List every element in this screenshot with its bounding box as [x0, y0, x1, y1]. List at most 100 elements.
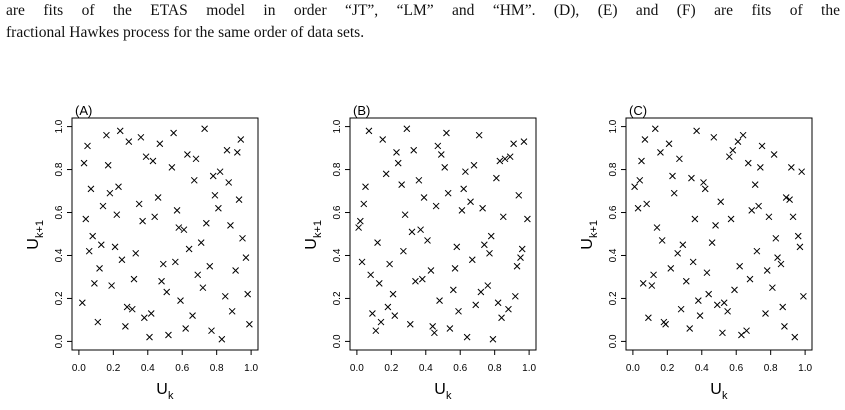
- point: [446, 325, 454, 332]
- y-axis-label: U: [25, 238, 42, 250]
- point: [199, 284, 207, 292]
- point: [658, 237, 666, 244]
- point: [154, 194, 162, 201]
- point: [412, 277, 419, 285]
- y-tick-label: 0.8: [54, 162, 65, 176]
- point: [769, 284, 776, 292]
- point: [679, 241, 687, 249]
- point: [700, 179, 707, 186]
- point: [455, 307, 462, 315]
- point: [170, 129, 177, 137]
- point: [190, 176, 198, 184]
- point: [356, 217, 364, 225]
- point: [463, 333, 471, 341]
- point: [444, 189, 452, 197]
- y-tick-label: 0.8: [332, 162, 343, 176]
- point: [691, 215, 699, 223]
- point: [206, 262, 214, 270]
- plot-frame: [349, 117, 537, 351]
- x-tick-label: 0.0: [72, 363, 86, 374]
- point: [756, 164, 764, 171]
- point: [427, 267, 435, 274]
- point: [499, 213, 507, 221]
- point: [96, 265, 103, 272]
- point: [177, 297, 184, 304]
- point: [173, 207, 181, 214]
- point: [135, 200, 143, 208]
- point: [432, 202, 440, 210]
- point: [717, 198, 725, 206]
- point: [369, 310, 376, 317]
- point: [84, 142, 91, 150]
- point: [669, 172, 676, 180]
- point: [209, 172, 217, 180]
- x-tick-label: 0.2: [660, 363, 674, 374]
- point: [168, 164, 176, 171]
- point: [489, 335, 497, 343]
- point: [487, 232, 495, 240]
- point: [724, 307, 731, 315]
- point: [791, 333, 799, 341]
- point: [676, 155, 683, 163]
- point: [738, 331, 745, 339]
- point: [218, 335, 226, 343]
- y-tick-label: 0.6: [54, 205, 65, 219]
- point: [147, 310, 155, 317]
- point: [712, 222, 719, 229]
- point: [631, 183, 638, 191]
- x-axis-label-sub: k: [168, 390, 174, 402]
- point: [643, 200, 651, 208]
- y-axis-label-sub: k+1: [312, 220, 324, 238]
- x-axis-label-sub: k: [722, 390, 728, 402]
- point: [233, 149, 241, 156]
- point: [800, 292, 807, 300]
- point: [379, 136, 387, 143]
- point: [367, 271, 375, 279]
- point: [667, 265, 675, 272]
- point: [85, 247, 93, 255]
- point: [689, 258, 697, 266]
- point: [420, 194, 428, 201]
- point: [765, 213, 773, 221]
- x-tick-label: 1.0: [798, 363, 812, 374]
- point: [400, 247, 407, 255]
- point: [746, 275, 754, 283]
- point: [468, 256, 476, 264]
- y-tick-label: 0.2: [608, 291, 619, 305]
- point: [137, 133, 145, 141]
- point: [149, 157, 157, 165]
- point: [221, 292, 229, 300]
- point: [362, 183, 369, 191]
- point: [653, 224, 661, 231]
- point: [244, 290, 252, 298]
- point: [484, 282, 492, 289]
- point: [449, 286, 457, 294]
- point: [184, 151, 191, 158]
- point: [208, 327, 215, 335]
- point: [524, 215, 531, 223]
- point: [517, 254, 524, 261]
- point: [518, 245, 526, 253]
- point: [498, 314, 505, 322]
- point: [774, 254, 781, 261]
- x-axis-label: U: [156, 381, 168, 398]
- point: [479, 204, 486, 212]
- point: [87, 185, 95, 193]
- point: [417, 226, 424, 234]
- point: [703, 269, 711, 277]
- point: [486, 249, 493, 257]
- point: [365, 127, 373, 135]
- point: [89, 232, 97, 240]
- point: [748, 207, 756, 214]
- point: [787, 164, 795, 171]
- point: [189, 312, 196, 319]
- point: [694, 297, 702, 304]
- point: [458, 207, 466, 214]
- x-tick-label: 0.8: [210, 363, 224, 374]
- x-axis-label-sub: k: [446, 390, 452, 402]
- caption-line: fractional Hawkes process for the same o…: [6, 24, 365, 41]
- point: [493, 174, 500, 182]
- point: [645, 314, 652, 322]
- point: [132, 249, 140, 257]
